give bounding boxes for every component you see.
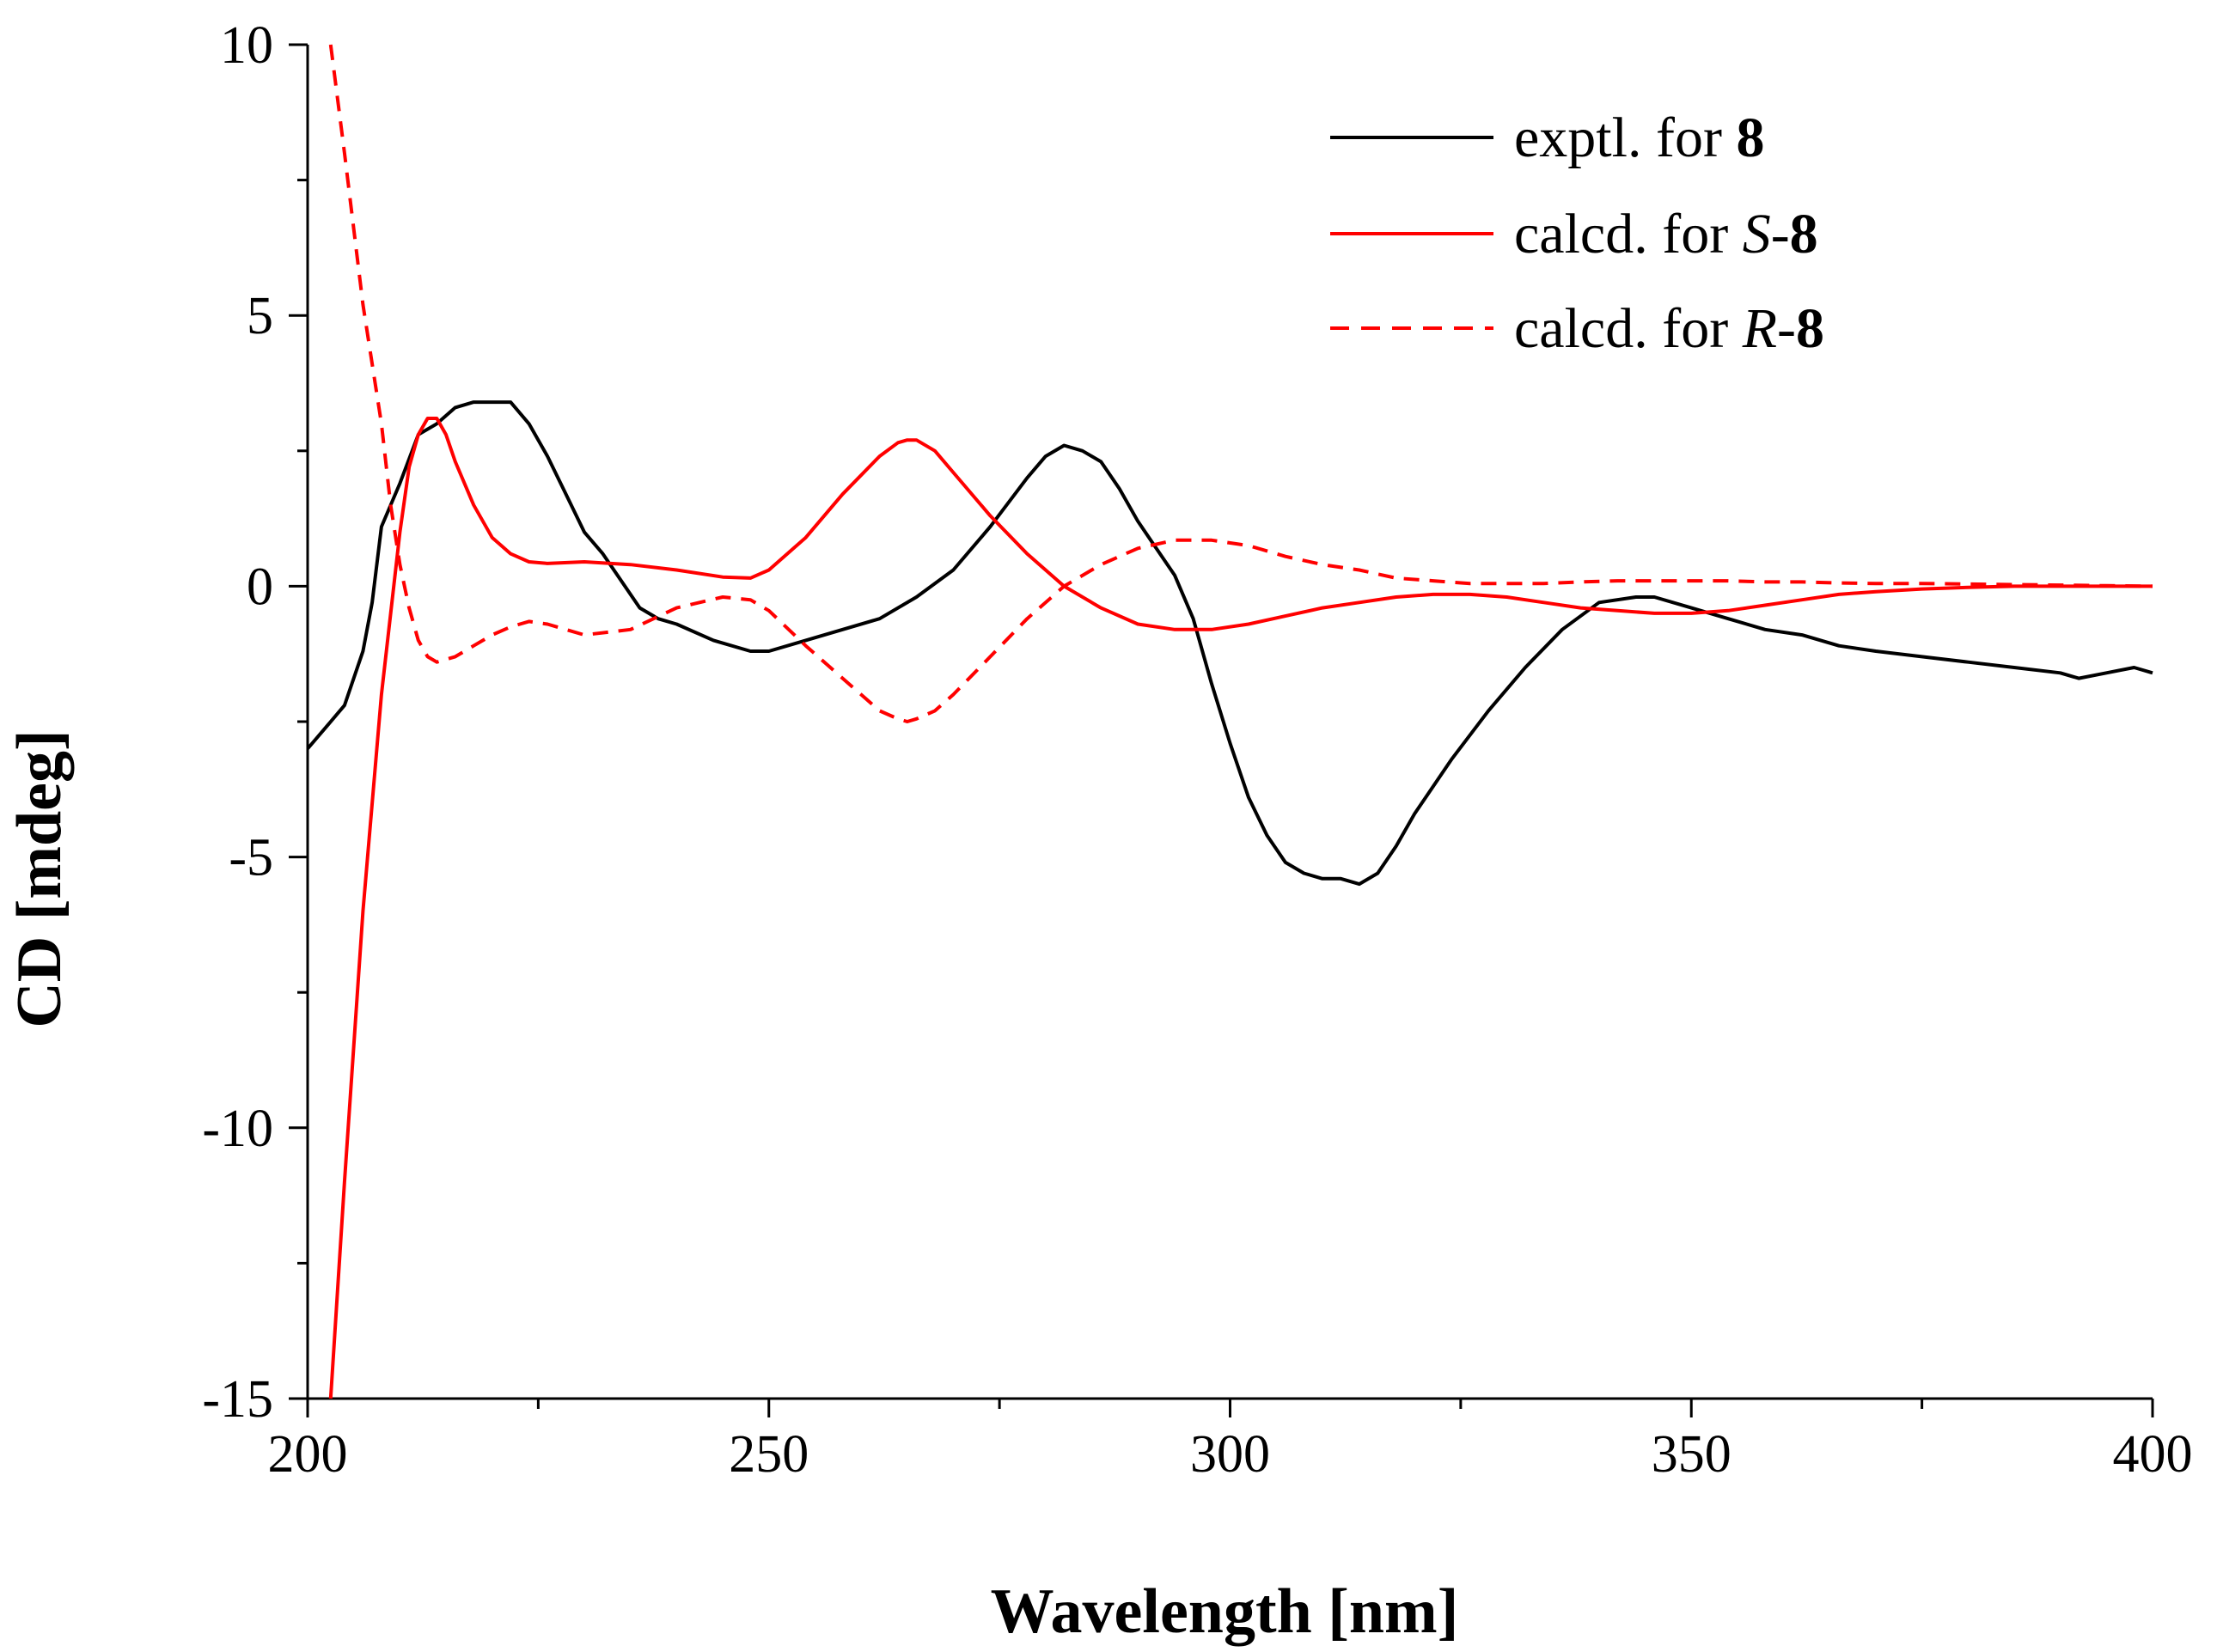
legend-label: calcd. for R-8	[1514, 297, 1824, 360]
series-layer	[306, 44, 2153, 1399]
x-tick-label: 400	[2113, 1425, 2193, 1484]
y-tick-label: 0	[247, 558, 273, 616]
y-tick-label: 5	[247, 287, 273, 345]
y-tick-label: -10	[202, 1100, 273, 1158]
series-line-exptl	[306, 400, 2153, 887]
axes: 200 250 300 350 400 -15 -10 -5 0 5 10	[202, 16, 2192, 1484]
x-tick-label: 200	[268, 1425, 348, 1484]
y-tick-label: 10	[220, 16, 273, 75]
series-line-calcd-r	[328, 44, 2153, 723]
series-line-calcd-s	[328, 417, 2153, 1399]
legend: exptl. for 8 calcd. for S-8 calcd. for R-8	[1330, 107, 1824, 360]
y-tick-label: -15	[202, 1370, 273, 1429]
legend-label: calcd. for S-8	[1514, 203, 1818, 265]
y-axis-title: CD [mdeg]	[4, 729, 75, 1027]
x-axis-title: Wavelength [nm]	[991, 1576, 1459, 1647]
legend-label: exptl. for 8	[1514, 107, 1764, 169]
x-tick-label: 300	[1190, 1425, 1270, 1484]
x-tick-label: 250	[729, 1425, 809, 1484]
x-tick-label: 350	[1652, 1425, 1731, 1484]
y-tick-label: -5	[229, 829, 273, 887]
